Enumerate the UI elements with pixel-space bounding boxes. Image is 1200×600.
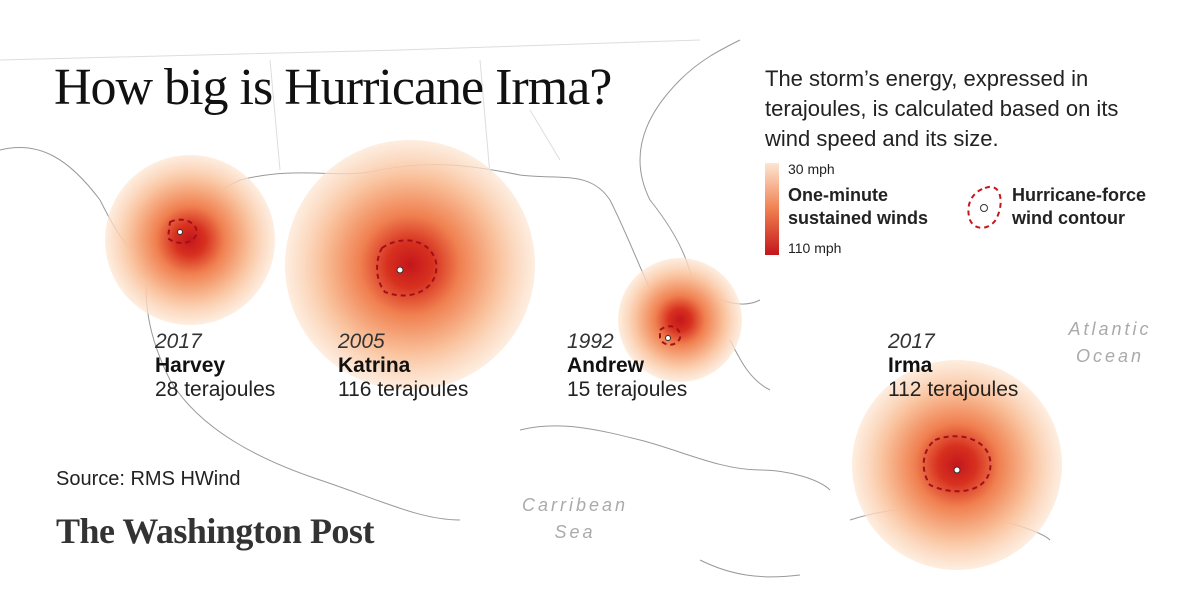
storm-energy: 28 terajoules xyxy=(155,378,276,401)
storm-name: Irma xyxy=(888,354,933,377)
storm-name: Katrina xyxy=(338,354,411,377)
storm-field xyxy=(285,140,535,390)
contour xyxy=(166,218,198,244)
storm-field xyxy=(618,258,742,382)
legend-label: Hurricane-force wind contour xyxy=(1012,185,1147,228)
legend-center xyxy=(980,204,988,212)
storm-year: 1992 xyxy=(567,330,614,353)
storm-year: 2017 xyxy=(888,330,935,353)
storm-field xyxy=(852,360,1062,570)
legend-label: One-minute sustained winds xyxy=(788,185,929,228)
storm-label: 2017 Harvey 28 terajoules xyxy=(155,330,275,402)
storm-label: 2017 Irma 112 terajoules xyxy=(888,330,1018,402)
storm-centers xyxy=(177,229,961,474)
storm-label: 2005 Katrina 116 terajoules xyxy=(338,330,468,402)
place-label: Carribean Sea xyxy=(521,495,629,542)
legend-label: 110 mph xyxy=(788,240,842,256)
storm-label: 1992 Andrew 15 terajoules xyxy=(567,330,687,402)
legend-label: 30 mph xyxy=(788,161,835,177)
storm-name: Andrew xyxy=(567,354,645,377)
contour xyxy=(922,435,992,493)
storm-field xyxy=(105,155,275,325)
storm-energy: 15 terajoules xyxy=(567,378,688,401)
storm-year: 2005 xyxy=(338,330,385,353)
source: Source: RMS HWind xyxy=(56,468,241,490)
contour xyxy=(659,325,682,346)
title: How big is Hurricane Irma? xyxy=(54,59,612,116)
storm-name: Harvey xyxy=(155,354,226,377)
legend-scale xyxy=(765,163,779,255)
storm-fields xyxy=(105,140,1062,570)
contours xyxy=(166,218,992,493)
borders xyxy=(0,39,701,176)
publisher: The Washington Post xyxy=(56,511,374,551)
description: The storm’s energy, expressed in terajou… xyxy=(765,66,1119,151)
storm-energy: 112 terajoules xyxy=(888,378,1019,401)
storm-energy: 116 terajoules xyxy=(338,378,469,401)
storm-year: 2017 xyxy=(155,330,202,353)
place-label: Atlantic Ocean xyxy=(1068,319,1152,366)
